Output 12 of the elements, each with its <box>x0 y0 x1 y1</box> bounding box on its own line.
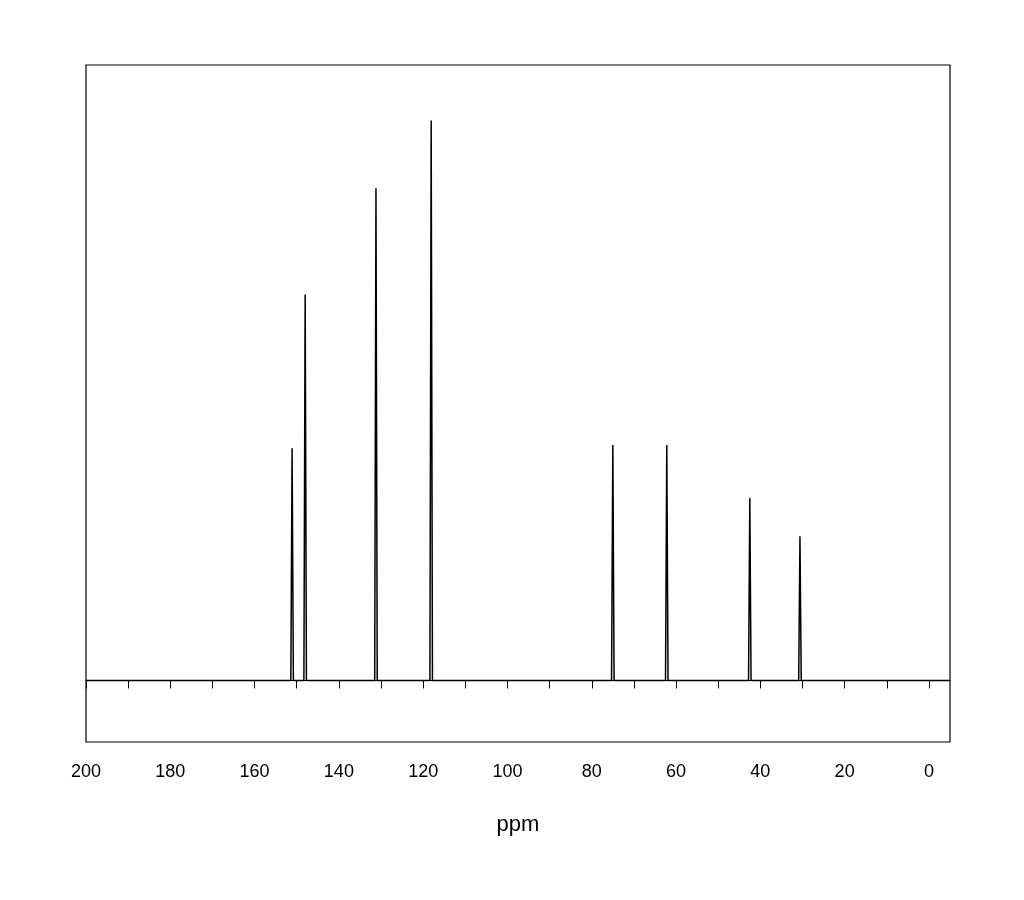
x-axis-title: ppm <box>496 810 540 836</box>
x-tick-label: 120 <box>408 761 439 781</box>
x-tick-label: 20 <box>834 761 855 781</box>
x-tick-label: 60 <box>666 761 687 781</box>
x-tick-label: 180 <box>155 761 186 781</box>
x-tick-label: 80 <box>581 761 602 781</box>
x-tick-label: 160 <box>239 761 270 781</box>
x-tick-label: 140 <box>323 761 354 781</box>
x-tick-label: 100 <box>492 761 523 781</box>
x-tick-label: 0 <box>923 761 934 781</box>
x-tick-label: 200 <box>70 761 102 781</box>
x-tick-label: 40 <box>750 761 771 781</box>
